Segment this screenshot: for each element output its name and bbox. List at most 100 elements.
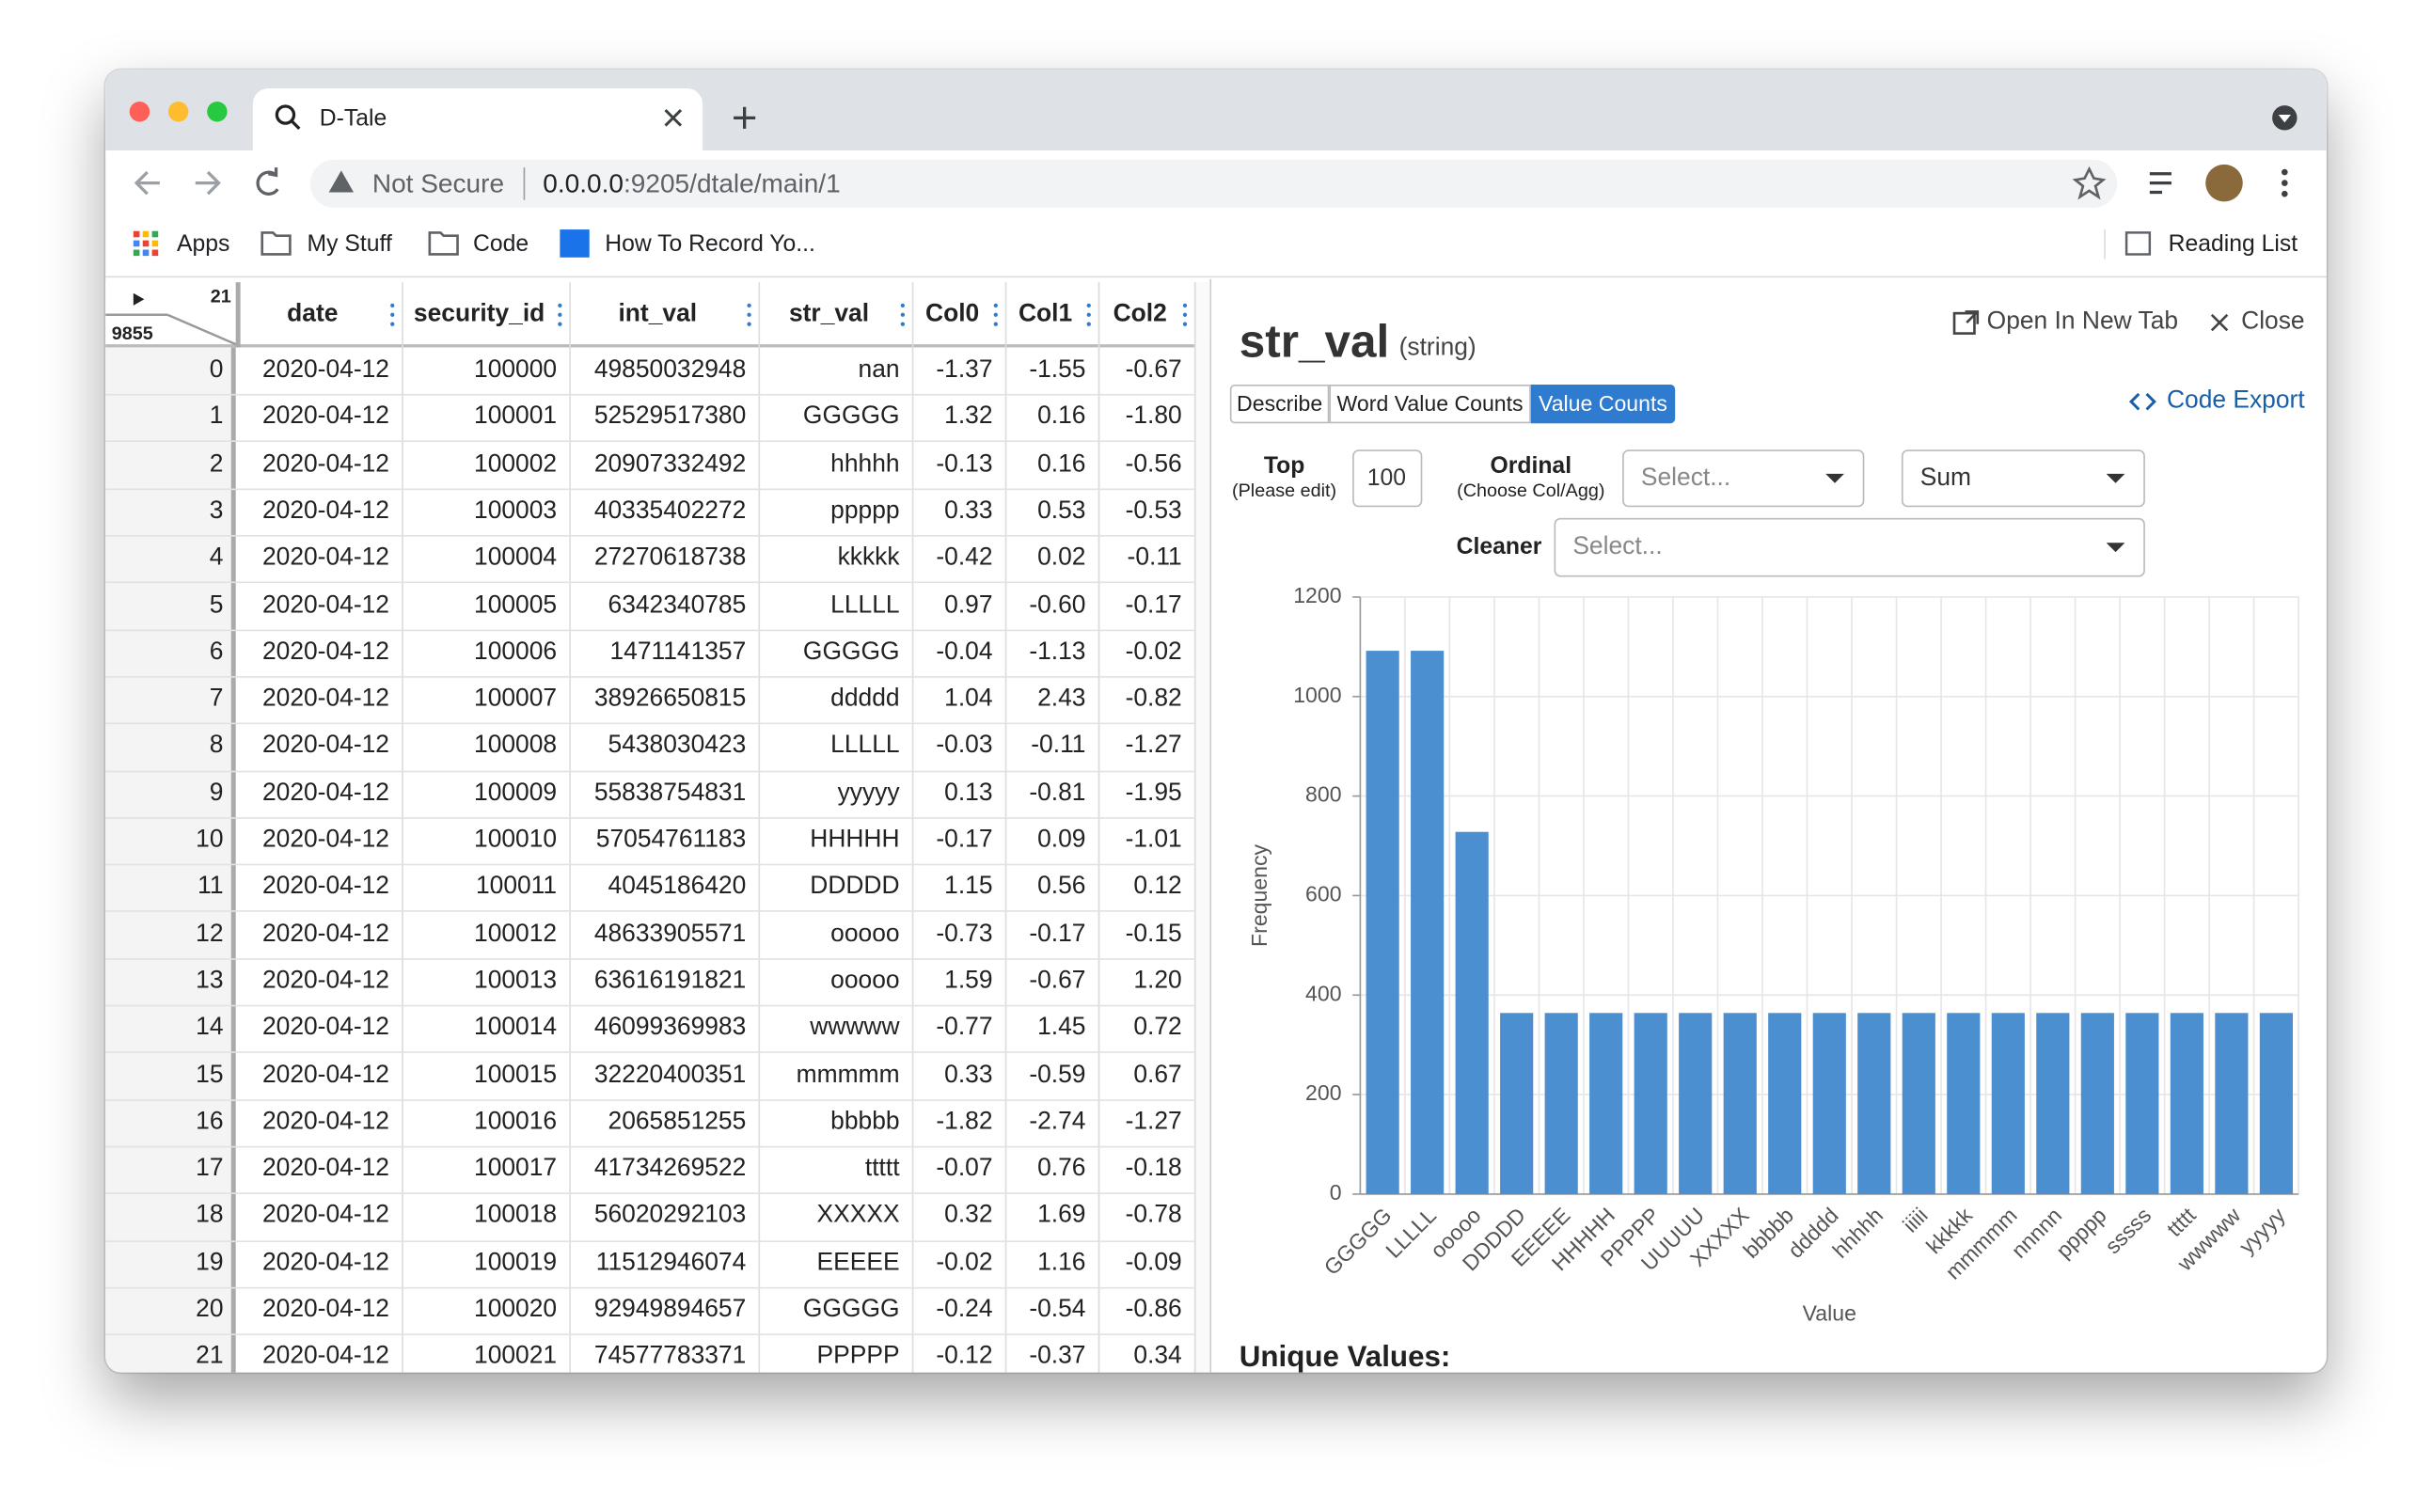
cell[interactable]: -0.12 (936, 1343, 993, 1370)
cell[interactable]: -0.11 (1127, 544, 1182, 572)
back-icon[interactable] (134, 170, 160, 196)
cell[interactable]: 100004 (474, 544, 558, 572)
cell[interactable]: -0.13 (936, 450, 993, 478)
cell[interactable]: 2020-04-12 (261, 638, 389, 666)
row-index[interactable]: 1 (209, 403, 224, 431)
top-input[interactable] (1352, 449, 1423, 508)
select[interactable] (1901, 449, 2145, 508)
cell[interactable]: 1.32 (944, 403, 993, 431)
cell[interactable]: 0.13 (944, 780, 993, 807)
tab-label[interactable]: Word Value Counts (1336, 390, 1524, 416)
cell[interactable]: 2020-04-12 (261, 1155, 389, 1182)
cell[interactable]: -0.73 (936, 920, 993, 948)
cell[interactable]: 100001 (474, 403, 558, 431)
cell[interactable]: -1.95 (1125, 780, 1182, 807)
row-index[interactable]: 14 (196, 1014, 224, 1041)
row-index[interactable]: 4 (209, 544, 224, 572)
cell[interactable]: -0.59 (1029, 1061, 1086, 1088)
cell[interactable]: -0.07 (936, 1155, 993, 1182)
cell[interactable]: 100020 (474, 1296, 558, 1323)
forward-icon[interactable] (195, 170, 221, 196)
cell[interactable]: bbbbb (830, 1108, 900, 1135)
cell[interactable]: -0.02 (936, 1249, 993, 1276)
cell[interactable]: -0.17 (1125, 591, 1182, 619)
cell[interactable]: -0.53 (1125, 497, 1182, 525)
cell[interactable]: ppppp (830, 497, 900, 525)
row-index[interactable]: 2 (209, 450, 224, 478)
cell[interactable]: 100015 (474, 1061, 558, 1088)
cell[interactable]: 2020-04-12 (261, 1202, 389, 1229)
cell[interactable]: 4045186420 (608, 874, 747, 901)
select[interactable] (1622, 449, 1865, 508)
cell[interactable]: -0.09 (1125, 1249, 1182, 1276)
cell[interactable]: 40335402272 (593, 497, 747, 525)
cell[interactable]: 46099369983 (593, 1014, 747, 1041)
cell[interactable]: 0.76 (1037, 1155, 1086, 1182)
cell[interactable]: 2020-04-12 (261, 1343, 389, 1370)
bookmark[interactable]: Apps (177, 229, 230, 257)
row-index[interactable]: 0 (209, 356, 224, 384)
cell[interactable]: 2020-04-12 (261, 967, 389, 994)
row-index[interactable]: 8 (209, 732, 224, 760)
cell[interactable]: 6342340785 (608, 591, 747, 619)
cell[interactable]: 63616191821 (593, 967, 747, 994)
omnibox[interactable] (309, 159, 2118, 208)
cell[interactable]: 2020-04-12 (261, 1061, 389, 1088)
cell[interactable]: 0.34 (1133, 1343, 1182, 1370)
close[interactable]: Close (2241, 308, 2305, 336)
cell[interactable]: -0.02 (1125, 638, 1182, 666)
url-host[interactable]: 0.0.0.0 (543, 167, 624, 198)
cell[interactable]: 49850032948 (593, 356, 747, 384)
cell[interactable]: 2020-04-12 (261, 591, 389, 619)
cell[interactable]: -1.01 (1125, 827, 1182, 854)
cell[interactable]: -1.80 (1125, 403, 1182, 431)
cell[interactable]: ttttt (864, 1155, 900, 1182)
cell[interactable]: GGGGG (802, 638, 900, 666)
cell[interactable]: -0.54 (1029, 1296, 1086, 1323)
cell[interactable]: 2020-04-12 (261, 920, 389, 948)
cell[interactable]: LLLLL (830, 732, 900, 760)
cell[interactable]: 100021 (474, 1343, 558, 1370)
cell[interactable]: 2020-04-12 (261, 827, 389, 854)
cell[interactable]: 100017 (474, 1155, 558, 1182)
cell[interactable]: -0.86 (1125, 1296, 1182, 1323)
column-header[interactable]: int_val (618, 300, 698, 327)
bookmark[interactable]: My Stuff (307, 229, 392, 257)
row-index[interactable]: 21 (196, 1343, 224, 1370)
tab-label[interactable]: Describe (1237, 390, 1323, 416)
cell[interactable]: yyyyy (837, 780, 900, 807)
cell[interactable]: 1.45 (1037, 1014, 1086, 1041)
column-header[interactable]: Col0 (925, 300, 980, 327)
tab-button[interactable] (1229, 385, 1330, 424)
cell[interactable]: -0.82 (1125, 685, 1182, 713)
cell[interactable]: HHHHH (810, 827, 900, 854)
reload-icon[interactable] (256, 167, 279, 196)
cell[interactable]: 20907332492 (593, 450, 747, 478)
cell[interactable]: 55838754831 (593, 780, 747, 807)
row-index[interactable]: 17 (196, 1155, 224, 1182)
top-value[interactable]: 100 (1366, 464, 1407, 491)
apps-icon[interactable] (133, 230, 159, 257)
cell[interactable]: 100000 (474, 356, 558, 384)
cell[interactable]: 0.32 (944, 1202, 993, 1229)
cell[interactable]: 0.09 (1037, 827, 1086, 854)
cell[interactable]: -0.67 (1029, 967, 1086, 994)
cell[interactable]: 56020292103 (593, 1202, 747, 1229)
cell[interactable]: 32220400351 (593, 1061, 747, 1088)
reading-list-icon[interactable] (2124, 231, 2152, 256)
cell[interactable]: 92949894657 (593, 1296, 747, 1323)
cell[interactable]: 100007 (474, 685, 558, 713)
cell[interactable]: -0.77 (936, 1014, 993, 1041)
cell[interactable]: ddddd (830, 685, 900, 713)
cell[interactable]: 2020-04-12 (261, 544, 389, 572)
cell[interactable]: 1.04 (944, 685, 993, 713)
code-icon[interactable] (2128, 392, 2156, 411)
cell[interactable]: 2020-04-12 (261, 780, 389, 807)
cell[interactable]: 2020-04-12 (261, 1014, 389, 1041)
row-index[interactable]: 3 (209, 497, 224, 525)
cell[interactable]: -2.74 (1029, 1108, 1086, 1135)
cell[interactable]: 27270618738 (593, 544, 747, 572)
cell[interactable]: -0.18 (1125, 1155, 1182, 1182)
cell[interactable]: 2020-04-12 (261, 874, 389, 901)
cell[interactable]: 100005 (474, 591, 558, 619)
